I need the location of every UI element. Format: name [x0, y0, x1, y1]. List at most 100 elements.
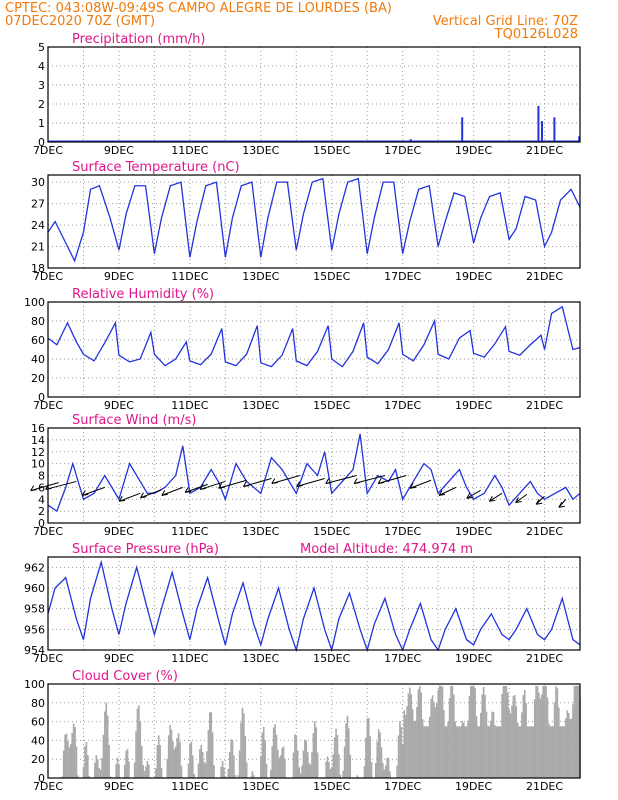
cloud-bar — [366, 718, 369, 778]
cloud-bar — [315, 727, 318, 778]
cloud-bar — [304, 739, 306, 778]
cloud-bar — [461, 720, 464, 778]
cloud-bar — [489, 720, 492, 778]
precip-bar — [537, 105, 540, 142]
cloud-bar — [301, 765, 303, 778]
cloud-bar — [173, 748, 176, 778]
cloud-bar — [416, 706, 418, 778]
cloud-bar — [302, 750, 305, 778]
panel-annotation: Model Altitude: 474.974 m — [300, 542, 473, 557]
cloud-bar — [278, 757, 281, 778]
cloud-bar — [560, 726, 563, 778]
cloud-bar — [529, 726, 532, 778]
panel-title: Precipitation (mm/h) — [72, 32, 205, 47]
cloud-bar — [118, 764, 120, 778]
cloud-bar — [399, 721, 401, 778]
wind-arrow-head — [271, 478, 276, 484]
cloud-bar — [431, 695, 434, 778]
cloud-bar — [190, 741, 193, 778]
cloud-bar — [189, 743, 191, 778]
cloud-bar — [82, 766, 85, 778]
cloud-bar — [464, 726, 466, 778]
cloud-bar — [410, 694, 413, 778]
cloud-bar — [328, 762, 330, 778]
cloud-bar — [420, 692, 422, 778]
y-tick-label: 956 — [24, 623, 45, 636]
cloud-bar — [434, 707, 437, 778]
cloud-bar — [519, 726, 522, 778]
y-tick-label: 80 — [31, 697, 45, 710]
cloud-bar — [160, 767, 163, 778]
wind-arrow-head — [536, 502, 543, 505]
wind-arrow-head — [161, 493, 168, 496]
cloud-bar — [499, 726, 502, 778]
cloud-bar — [562, 726, 564, 778]
wind-arrow-head — [30, 489, 37, 492]
cloud-bar — [455, 726, 458, 778]
x-tick-label: 7DEC — [33, 399, 63, 412]
wind-arrow-head — [82, 493, 89, 496]
cloud-bar — [543, 685, 546, 778]
cloud-bar — [116, 757, 119, 778]
wind-arrow-head — [353, 478, 358, 484]
x-tick-label: 7DEC — [33, 525, 63, 538]
cloud-bar — [477, 726, 479, 778]
cloud-bar — [478, 726, 481, 778]
cloud-bar — [445, 726, 448, 778]
cloud-bar — [573, 685, 576, 778]
cloud-bar — [546, 697, 549, 778]
cloud-bar — [418, 685, 421, 778]
cloud-bar — [135, 731, 137, 778]
cloud-bar — [413, 721, 415, 778]
cloud-bar — [451, 685, 454, 778]
series-line — [47, 305, 581, 368]
wind-arrow — [271, 475, 300, 484]
cloud-bar — [497, 726, 499, 778]
cloud-bar — [274, 724, 276, 778]
cloud-bar — [72, 723, 75, 778]
cloud-bar — [250, 776, 252, 778]
x-tick-label: 21DEC — [526, 525, 563, 538]
y-tick-label: 21 — [31, 241, 45, 254]
cloud-bar — [538, 692, 540, 778]
y-tick-label: 20 — [31, 372, 45, 385]
cloud-bar — [396, 765, 398, 778]
cloud-bar — [518, 726, 520, 778]
cloud-bar — [495, 726, 498, 778]
cloud-bar — [88, 775, 91, 778]
cloud-bar — [237, 775, 239, 778]
cloud-bar — [314, 721, 316, 778]
cloud-bar — [508, 709, 510, 778]
y-tick-label: 2 — [38, 505, 45, 518]
cloud-bar — [275, 734, 278, 778]
x-tick-label: 17DEC — [384, 144, 421, 157]
panel-title: Cloud Cover (%) — [72, 669, 178, 684]
cloud-bar — [201, 751, 204, 778]
x-tick-label: 9DEC — [104, 399, 134, 412]
cloud-bar — [515, 706, 518, 778]
cloud-bar — [433, 701, 435, 778]
cloud-bar — [333, 737, 336, 778]
x-tick-label: 17DEC — [384, 780, 421, 793]
cloud-bar — [487, 725, 489, 778]
cloud-bar — [401, 744, 404, 778]
cloud-bar — [211, 732, 214, 778]
cloud-bar — [245, 762, 248, 778]
cloud-bar — [384, 765, 387, 778]
cloud-bar — [474, 688, 476, 778]
cloud-bar — [139, 721, 142, 778]
cloud-bar — [430, 698, 432, 778]
wind-arrow-head — [558, 501, 563, 508]
cloud-bar — [349, 754, 352, 778]
cloud-bar — [569, 719, 571, 778]
cloud-bar — [559, 726, 562, 778]
cloud-bar — [244, 735, 247, 778]
y-tick-label: 958 — [24, 603, 45, 616]
cloud-bar — [306, 751, 309, 778]
x-tick-label: 9DEC — [104, 780, 134, 793]
cloud-bar — [174, 746, 177, 778]
cloud-bar — [511, 705, 513, 778]
cloud-bar — [421, 719, 424, 778]
cloud-bar — [417, 689, 420, 778]
cloud-bar — [566, 710, 569, 778]
